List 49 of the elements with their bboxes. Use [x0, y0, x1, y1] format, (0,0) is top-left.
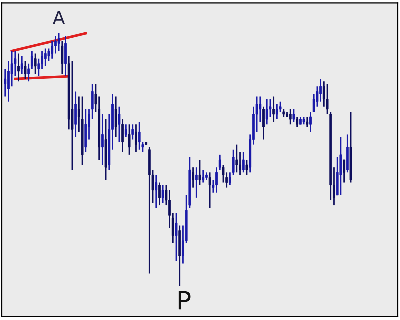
candlestick	[198, 159, 202, 186]
candlestick	[44, 48, 47, 68]
candlestick	[246, 159, 248, 176]
candlestick	[242, 152, 245, 174]
candlestick	[51, 40, 54, 60]
text: P	[178, 291, 191, 310]
candlestick	[4, 68, 7, 98]
candlestick	[114, 96, 118, 138]
candlestick	[118, 106, 121, 143]
candlestick	[58, 32, 60, 52]
candlestick	[320, 78, 322, 103]
candlestick	[158, 182, 161, 206]
candlestick	[175, 212, 178, 262]
candlestick	[132, 124, 134, 140]
candlestick	[101, 114, 104, 166]
candlestick	[346, 134, 349, 174]
candlestick	[61, 40, 64, 75]
candlestick	[202, 169, 205, 184]
candlestick	[128, 124, 131, 156]
candlestick	[122, 118, 124, 154]
candlestick	[192, 166, 195, 189]
candlestick	[124, 124, 128, 138]
candlestick	[84, 108, 88, 154]
candlestick	[266, 98, 268, 126]
candlestick	[135, 124, 138, 154]
text: A	[53, 11, 66, 24]
candlestick	[155, 174, 158, 209]
candlestick	[20, 56, 24, 75]
candlestick	[259, 96, 262, 123]
candlestick	[74, 91, 78, 138]
candlestick	[71, 60, 74, 171]
candlestick	[289, 108, 292, 126]
candlestick	[272, 96, 276, 123]
candlestick	[162, 184, 164, 204]
candlestick	[306, 116, 309, 128]
candlestick	[24, 60, 27, 80]
candlestick	[262, 106, 265, 140]
candlestick	[64, 35, 67, 78]
candlestick	[296, 116, 299, 128]
candlestick	[195, 166, 198, 199]
candlestick	[34, 53, 37, 75]
candlestick	[340, 136, 342, 196]
candlestick	[208, 172, 212, 209]
candlestick	[292, 108, 296, 123]
candlestick	[138, 121, 141, 151]
candlestick	[236, 144, 238, 174]
candlestick	[18, 53, 20, 82]
candlestick	[276, 104, 278, 120]
candlestick	[343, 159, 346, 184]
